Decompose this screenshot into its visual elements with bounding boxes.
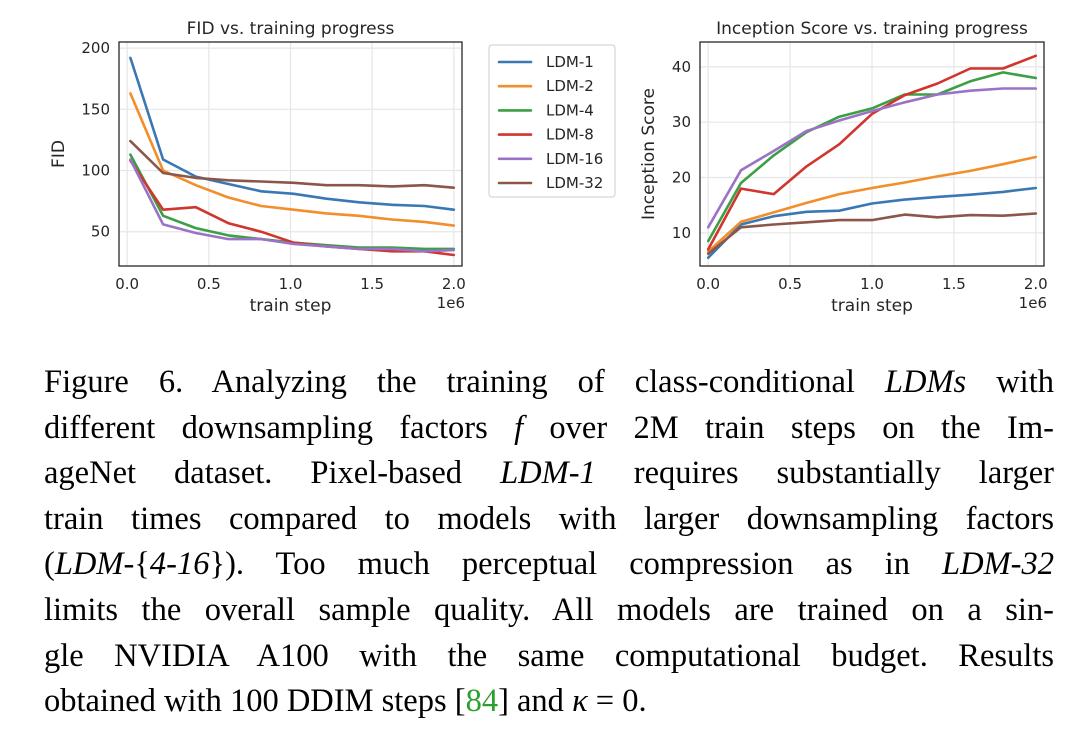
fid-y-tick-label: 200 — [81, 39, 110, 57]
caption-line-2: different downsampling factors f over 2M… — [44, 409, 1054, 446]
fid-series-ldm-1 — [129, 56, 456, 211]
is-series-ldm-16 — [706, 87, 1038, 229]
is-y-tick-label: 10 — [672, 224, 691, 242]
is-series-ldm-1 — [706, 186, 1038, 260]
is-x-tick-label: 1.0 — [860, 275, 884, 293]
is-x-axis-label: train step — [831, 296, 913, 316]
is-chart-title: Inception Score vs. training progress — [716, 19, 1028, 39]
is-x-tick-label: 0.0 — [696, 275, 720, 293]
fid-x-tick-label: 0.0 — [115, 275, 139, 293]
fid-grid — [119, 42, 462, 266]
citation-link[interactable]: 84 — [465, 683, 499, 720]
legend-label-ldm-4: LDM-4 — [546, 101, 594, 119]
figure-caption: Figure 6. Analyzing the training of clas… — [44, 360, 1054, 725]
inception-score-chart: 0.0 0.5 1.0 1.5 2.0 10 20 30 40 Inception Score … — [639, 19, 1048, 316]
fid-x-tick-label: 1.0 — [279, 275, 303, 293]
fid-series-lines — [129, 56, 456, 257]
fid-x-axis-label: train step — [250, 296, 332, 316]
is-grid — [700, 42, 1044, 266]
caption-line-3: ageNet dataset. Pixel-based LDM-1 requir… — [44, 455, 1054, 492]
legend-label-ldm-32: LDM-32 — [546, 174, 603, 192]
fid-chart: 0.0 0.5 1.0 1.5 2.0 50 100 150 200 FID vs. train… — [49, 19, 466, 316]
caption-line-5: (LDM-{4-16}). Too much perceptual compre… — [44, 546, 1054, 583]
legend-label-ldm-16: LDM-16 — [546, 150, 603, 168]
is-series-ldm-8 — [706, 54, 1038, 251]
caption-line-7: gle NVIDIA A100 with the same computatio… — [44, 637, 1054, 674]
fid-y-tick-label: 150 — [81, 100, 110, 118]
legend: LDM-1 LDM-2 LDM-4 LDM-8 LDM-16 LDM-32 — [488, 44, 616, 198]
is-series-ldm-4 — [706, 71, 1038, 243]
is-y-tick-label: 40 — [672, 58, 691, 76]
is-tick-labels: 0.0 0.5 1.0 1.5 2.0 10 20 30 40 — [672, 58, 1048, 293]
is-x-offset-label: 1e6 — [1019, 294, 1047, 312]
fid-x-offset-label: 1e6 — [437, 294, 465, 312]
caption-line-4: train times compared to models with larg… — [44, 500, 1054, 537]
fid-series-ldm-2 — [129, 92, 456, 227]
fid-chart-title: FID vs. training progress — [187, 19, 395, 39]
fid-tick-labels: 0.0 0.5 1.0 1.5 2.0 50 100 150 200 — [81, 39, 465, 293]
is-x-tick-label: 2.0 — [1024, 275, 1048, 293]
is-series-ldm-32 — [706, 212, 1038, 256]
fid-x-tick-label: 1.5 — [360, 275, 384, 293]
is-x-tick-label: 0.5 — [778, 275, 802, 293]
is-series-lines — [706, 54, 1038, 260]
is-y-tick-label: 30 — [672, 113, 691, 131]
legend-label-ldm-1: LDM-1 — [546, 53, 594, 71]
legend-label-ldm-2: LDM-2 — [546, 77, 594, 95]
fid-plot-frame — [118, 41, 463, 267]
fid-x-tick-label: 2.0 — [442, 275, 466, 293]
fid-series-ldm-32 — [129, 139, 456, 189]
fid-y-axis-label: FID — [49, 140, 69, 168]
is-y-axis-label: Inception Score — [639, 88, 659, 220]
fid-y-tick-label: 50 — [91, 223, 110, 241]
is-y-tick-label: 20 — [672, 169, 691, 187]
legend-label-ldm-8: LDM-8 — [546, 126, 594, 144]
caption-line-6: limits the overall sample quality. All m… — [44, 591, 1054, 628]
fid-x-tick-label: 0.5 — [197, 275, 221, 293]
is-x-tick-label: 1.5 — [942, 275, 966, 293]
caption-line-8: obtained with 100 DDIM steps [84] and κ … — [44, 683, 647, 720]
caption-line-1: Figure 6. Analyzing the training of clas… — [44, 364, 1054, 400]
is-plot-frame — [699, 41, 1045, 267]
fid-series-ldm-16 — [129, 158, 456, 253]
is-series-ldm-2 — [706, 155, 1038, 253]
fid-y-tick-label: 100 — [81, 162, 110, 180]
